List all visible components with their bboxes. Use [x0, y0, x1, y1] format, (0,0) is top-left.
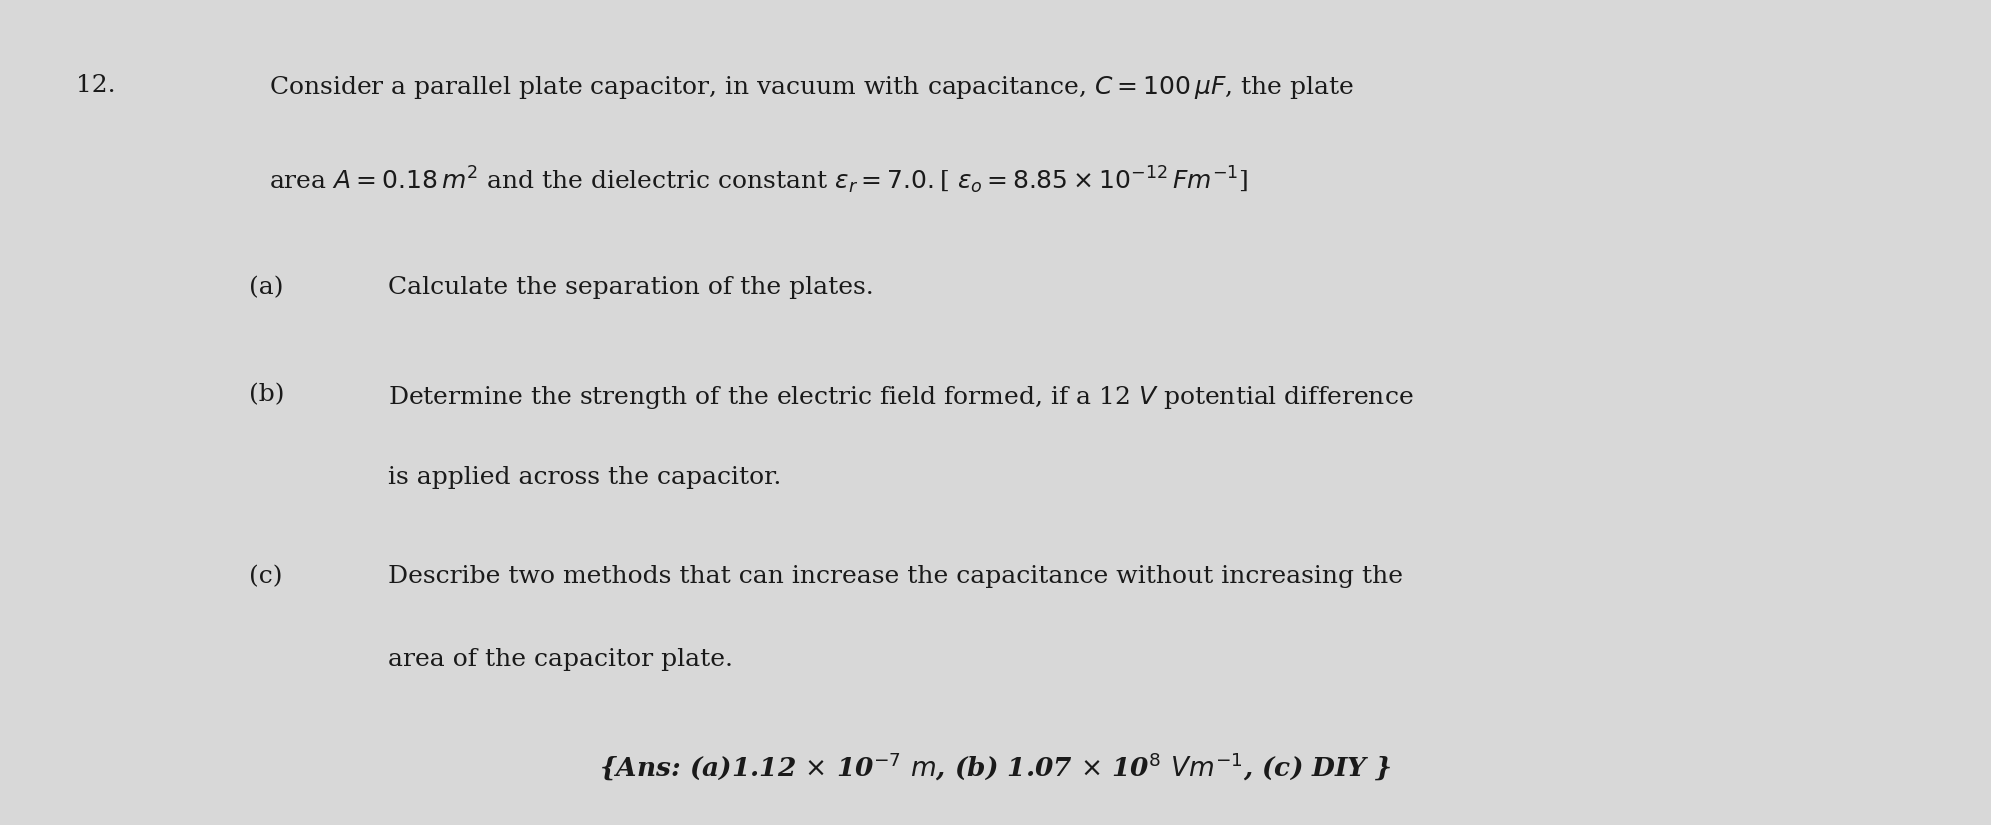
Text: 12.: 12.	[76, 74, 115, 97]
Text: area $A = 0.18\,m^2$ and the dielectric constant $\varepsilon_r = 7.0.$[ $\varep: area $A = 0.18\,m^2$ and the dielectric …	[269, 165, 1248, 196]
Text: (b): (b)	[249, 384, 285, 407]
Text: is applied across the capacitor.: is applied across the capacitor.	[388, 466, 782, 489]
Text: {Ans: (a)1.12 $\times$ 10$^{-7}$ $m$, (b) 1.07 $\times$ 10$^{8}$ $Vm^{-1}$, (c) : {Ans: (a)1.12 $\times$ 10$^{-7}$ $m$, (b…	[599, 751, 1392, 783]
Text: (a): (a)	[249, 276, 283, 299]
Text: Determine the strength of the electric field formed, if a 12 $V$ potential diffe: Determine the strength of the electric f…	[388, 384, 1414, 411]
Text: Consider a parallel plate capacitor, in vacuum with capacitance, $C = 100\,\mu F: Consider a parallel plate capacitor, in …	[269, 74, 1354, 101]
Text: Describe two methods that can increase the capacitance without increasing the: Describe two methods that can increase t…	[388, 565, 1404, 588]
Text: Calculate the separation of the plates.: Calculate the separation of the plates.	[388, 276, 874, 299]
Text: (c): (c)	[249, 565, 283, 588]
Text: area of the capacitor plate.: area of the capacitor plate.	[388, 648, 733, 671]
